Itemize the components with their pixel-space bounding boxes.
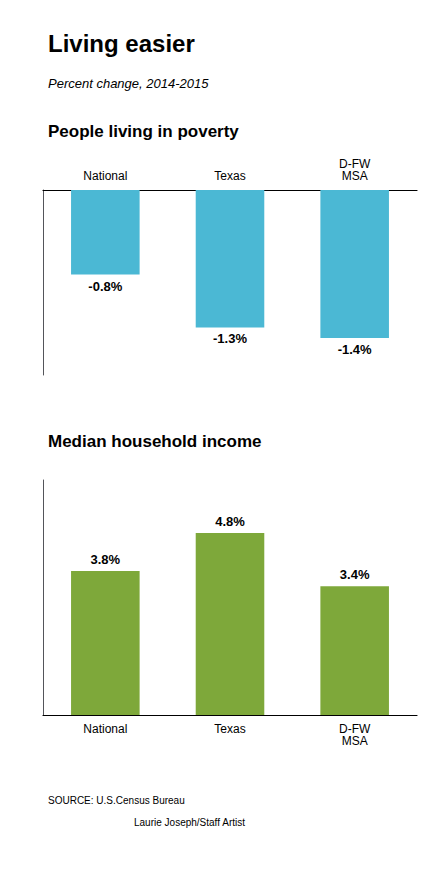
svg-text:MSA: MSA	[342, 734, 368, 748]
svg-text:-1.3%: -1.3%	[213, 331, 247, 346]
svg-text:National: National	[83, 722, 127, 736]
svg-text:MSA: MSA	[342, 169, 368, 183]
svg-text:National: National	[83, 169, 127, 183]
svg-text:People living in poverty: People living in poverty	[48, 122, 239, 141]
svg-text:-1.4%: -1.4%	[338, 342, 372, 357]
svg-text:Median household income: Median household income	[48, 432, 261, 451]
svg-text:D-FW: D-FW	[339, 157, 371, 171]
svg-text:SOURCE: U.S.Census Bureau: SOURCE: U.S.Census Bureau	[48, 795, 185, 806]
svg-text:3.4%: 3.4%	[340, 567, 370, 582]
svg-text:Texas: Texas	[214, 722, 245, 736]
svg-text:Texas: Texas	[214, 169, 245, 183]
svg-text:-0.8%: -0.8%	[88, 279, 122, 294]
svg-text:4.8%: 4.8%	[215, 514, 245, 529]
svg-text:Living easier: Living easier	[48, 30, 195, 57]
svg-text:Laurie Joseph/Staff Artist: Laurie Joseph/Staff Artist	[134, 817, 245, 828]
svg-text:Percent change, 2014-2015: Percent change, 2014-2015	[48, 76, 209, 91]
svg-text:D-FW: D-FW	[339, 722, 371, 736]
svg-text:3.8%: 3.8%	[91, 552, 121, 567]
